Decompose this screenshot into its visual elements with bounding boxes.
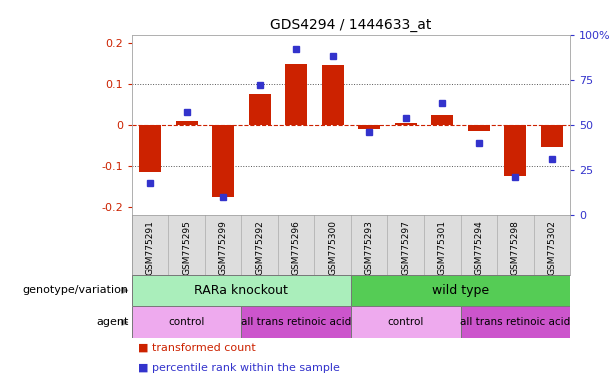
Text: GSM775292: GSM775292 [255,220,264,275]
Text: genotype/variation: genotype/variation [23,285,129,296]
Bar [358,125,380,129]
Bar [504,125,527,176]
Bar [460,306,570,338]
Text: control: control [169,317,205,328]
Bar [285,64,307,125]
Bar [468,125,490,131]
Bar [351,306,460,338]
Text: GSM775302: GSM775302 [547,220,557,275]
Text: GSM775299: GSM775299 [219,220,227,275]
Bar [242,306,351,338]
Text: GSM775300: GSM775300 [328,220,337,275]
Text: RARa knockout: RARa knockout [194,284,288,297]
Bar [351,275,570,306]
Text: wild type: wild type [432,284,489,297]
Bar [395,123,417,125]
Text: GSM775296: GSM775296 [292,220,300,275]
Text: GSM775295: GSM775295 [182,220,191,275]
Text: agent: agent [96,317,129,328]
Bar [132,306,242,338]
Bar [322,65,344,125]
Text: ■ percentile rank within the sample: ■ percentile rank within the sample [138,363,340,373]
Text: ■ transformed count: ■ transformed count [138,342,256,352]
Text: control: control [387,317,424,328]
Title: GDS4294 / 1444633_at: GDS4294 / 1444633_at [270,18,432,32]
Text: GSM775298: GSM775298 [511,220,520,275]
Text: GSM775293: GSM775293 [365,220,374,275]
Bar [139,125,161,172]
Text: all trans retinoic acid: all trans retinoic acid [460,317,571,328]
Bar [541,125,563,147]
Text: GSM775297: GSM775297 [402,220,410,275]
Bar [249,94,270,125]
Text: all trans retinoic acid: all trans retinoic acid [241,317,351,328]
Bar [432,114,453,125]
Text: GSM775301: GSM775301 [438,220,447,275]
Bar [132,275,351,306]
Text: GSM775291: GSM775291 [145,220,154,275]
Bar [176,121,197,125]
Text: GSM775294: GSM775294 [474,220,483,275]
Bar [212,125,234,197]
